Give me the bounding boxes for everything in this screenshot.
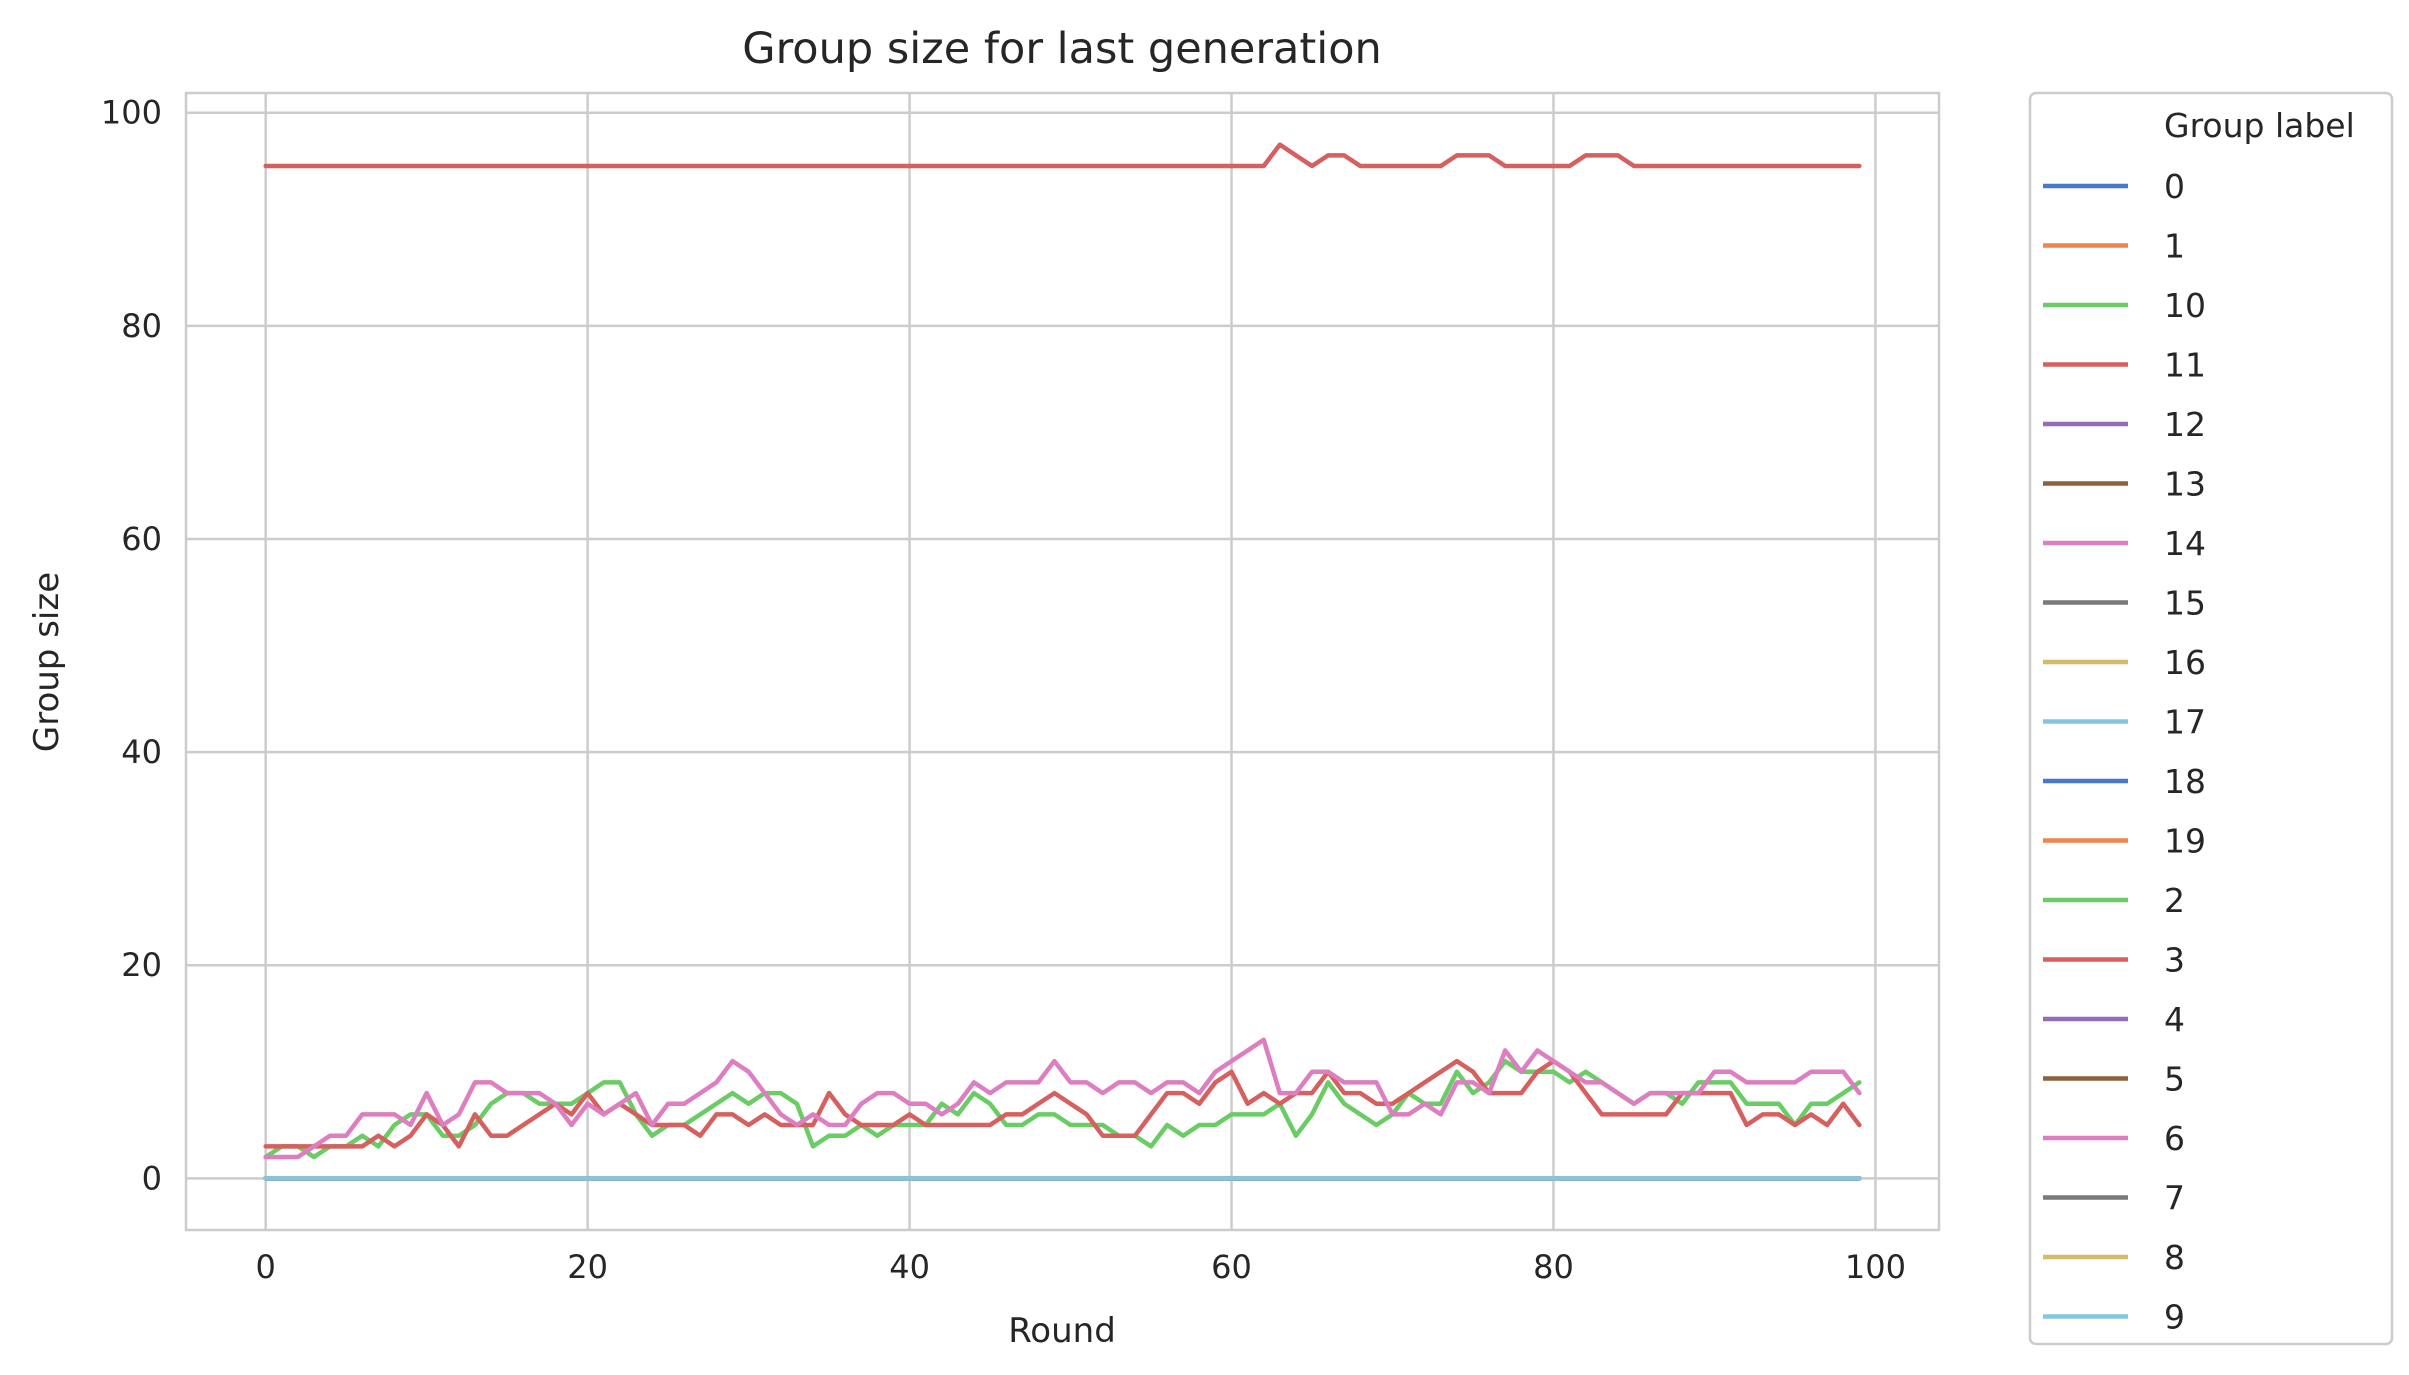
legend-label-13: 13	[2164, 465, 2206, 504]
legend-label-7: 7	[2164, 1179, 2185, 1218]
legend-label-15: 15	[2164, 584, 2206, 623]
legend-label-5: 5	[2164, 1060, 2185, 1099]
legend-label-12: 12	[2164, 405, 2206, 444]
legend-label-10: 10	[2164, 286, 2206, 325]
x-tick-label: 60	[1211, 1248, 1252, 1286]
x-tick-label: 0	[256, 1248, 276, 1286]
legend-items: 0 1 10 11 12 13 14 15 16 17 18 19 2 3 4 5 6 7 8 9	[2043, 167, 2206, 1337]
legend-label-2: 2	[2164, 881, 2185, 920]
legend-label-16: 16	[2164, 643, 2206, 682]
x-tick-label: 40	[889, 1248, 930, 1286]
legend: Group label 0 1 10 11 12 13 14 15 16 17 18 19 2 3 4 5 6 7…	[2028, 91, 2394, 1346]
chart-title: Group size for last generation	[742, 24, 1382, 74]
series-lines	[263, 142, 1862, 1181]
legend-label-14: 14	[2164, 524, 2206, 563]
legend-label-1: 1	[2164, 227, 2185, 266]
x-axis-label: Round	[1008, 1311, 1116, 1351]
legend-label-19: 19	[2164, 822, 2206, 861]
y-axis-label: Group size	[27, 572, 67, 752]
y-tick-label: 20	[121, 946, 162, 984]
legend-label-18: 18	[2164, 762, 2206, 801]
legend-label-6: 6	[2164, 1119, 2185, 1158]
plot-frame	[184, 91, 1941, 1232]
x-tick-label: 100	[1845, 1248, 1906, 1286]
series-line-2	[263, 1058, 1862, 1160]
y-tick-label: 60	[121, 520, 162, 558]
series-line-11	[263, 142, 1862, 169]
x-tick-label: 80	[1533, 1248, 1574, 1286]
legend-frame	[2028, 91, 2394, 1346]
x-tick-labels: 0 20 40 60 80 100	[256, 1248, 1906, 1286]
y-tick-label: 100	[101, 94, 162, 132]
legend-label-8: 8	[2164, 1238, 2185, 1277]
legend-label-17: 17	[2164, 703, 2206, 742]
legend-label-3: 3	[2164, 941, 2185, 980]
legend-label-0: 0	[2164, 167, 2185, 206]
legend-title: Group label	[2164, 106, 2355, 145]
y-tick-label: 80	[121, 307, 162, 345]
gridlines	[186, 93, 1939, 1230]
legend-label-9: 9	[2164, 1298, 2185, 1337]
x-tick-label: 20	[567, 1248, 608, 1286]
legend-label-11: 11	[2164, 346, 2206, 385]
y-tick-labels: 0 20 40 60 80 100	[101, 94, 162, 1198]
y-tick-label: 0	[142, 1159, 162, 1197]
series-line-3	[263, 1058, 1862, 1149]
legend-label-4: 4	[2164, 1000, 2185, 1039]
y-tick-label: 40	[121, 733, 162, 771]
series-line-6	[263, 1037, 1862, 1160]
